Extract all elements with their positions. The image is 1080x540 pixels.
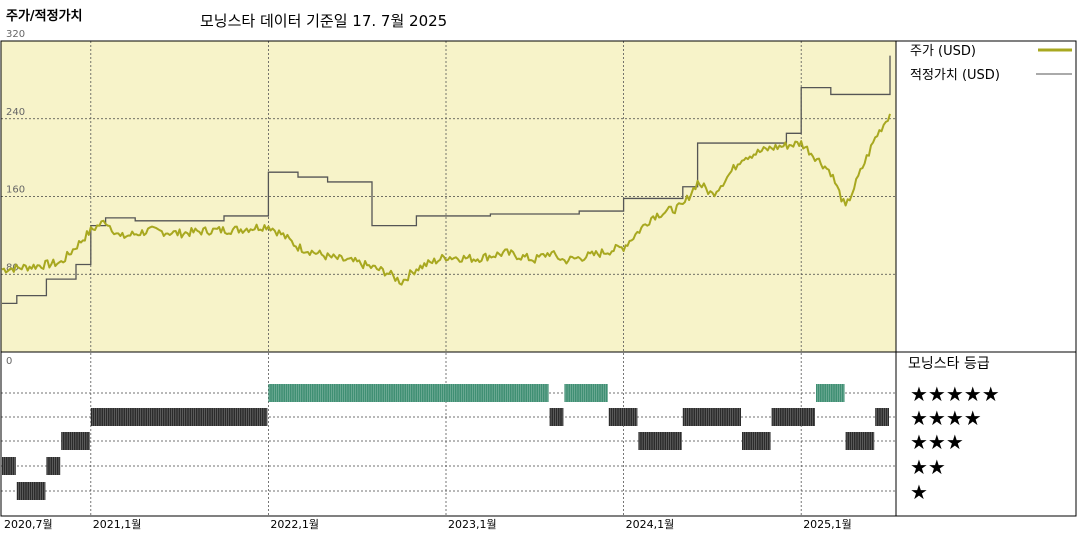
rating-bar — [845, 432, 875, 450]
y-tick-label: 240 — [6, 107, 25, 118]
y-tick-label: 160 — [6, 185, 25, 196]
chart-subtitle: 모닝스타 데이터 기준일 17. 7월 2025 — [200, 12, 447, 30]
rating-bar — [816, 384, 845, 402]
rating-bar — [682, 408, 741, 426]
star-label: ★★★★ — [910, 406, 982, 430]
rating-bar — [268, 384, 549, 402]
rating-bar — [2, 457, 16, 475]
star-label: ★★★ — [910, 430, 964, 454]
rating-bar — [549, 408, 564, 426]
x-tick-label: 2020,7월 — [4, 518, 53, 531]
rating-bar — [875, 408, 889, 426]
rating-bar — [742, 432, 771, 450]
rating-bars — [2, 384, 889, 500]
x-tick-label: 2025,1월 — [803, 518, 852, 531]
chart-frame — [0, 40, 1077, 517]
rating-bar — [564, 384, 608, 402]
rating-bar — [90, 408, 268, 426]
star-label: ★ — [910, 480, 928, 504]
rating-bar — [638, 432, 682, 450]
price-line — [1, 113, 891, 286]
x-tick-label: 2021,1월 — [93, 518, 142, 531]
legend-price-label: 주가 (USD) — [910, 44, 976, 59]
rating-bar — [61, 432, 90, 450]
star-label: ★★★★★ — [910, 382, 1000, 406]
rating-bar — [608, 408, 638, 426]
x-tick-label: 2023,1월 — [448, 518, 497, 531]
rating-bar — [771, 408, 816, 426]
star-labels: ★★★★★★★★★★★★★★★ — [910, 382, 1000, 504]
rating-bar — [16, 482, 46, 500]
rating-legend-title: 모닝스타 등급 — [908, 356, 990, 372]
x-tick-labels: 2020,7월 2021,1월 2022,1월 2023,1월 2024,1월 2025,… — [4, 518, 852, 531]
chart-left-title: 주가/적정가치 — [6, 8, 83, 24]
y-tick-label: 0 — [6, 356, 12, 367]
x-tick-label: 2024,1월 — [626, 518, 675, 531]
x-tick-label: 2022,1월 — [270, 518, 319, 531]
y-tick-label: 320 — [6, 29, 25, 40]
legend-fair-label: 적정가치 (USD) — [910, 68, 1000, 83]
star-label: ★★ — [910, 455, 946, 479]
rating-bar — [46, 457, 61, 475]
price-series — [1, 113, 891, 286]
